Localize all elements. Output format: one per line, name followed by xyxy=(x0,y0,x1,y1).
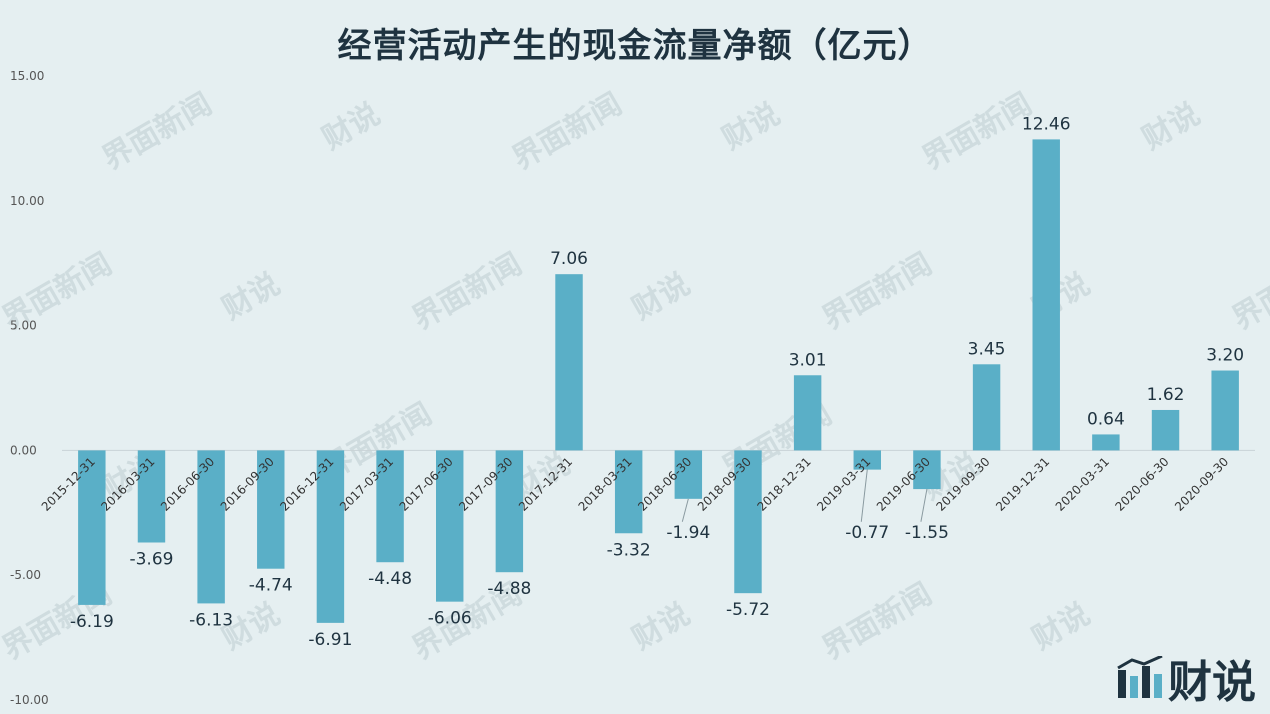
data-label: -3.32 xyxy=(607,540,651,560)
bar xyxy=(555,274,583,451)
bar xyxy=(137,450,166,543)
logo-text: 财说 xyxy=(1168,657,1256,708)
x-tick-label: 2020-09-30 xyxy=(1172,455,1231,514)
watermark-text: 财说 xyxy=(317,97,386,157)
y-tick-label: 0.00 xyxy=(10,443,37,457)
bar xyxy=(734,450,762,594)
watermark-text: 界面新闻 xyxy=(917,87,1038,177)
watermark-text: 财说 xyxy=(627,267,696,327)
bar-chart-logo-icon xyxy=(1117,656,1163,698)
data-label: 1.62 xyxy=(1147,385,1185,405)
data-label: 3.20 xyxy=(1206,346,1244,366)
bar xyxy=(1151,409,1180,451)
watermark-text: 财说 xyxy=(717,97,786,157)
data-label: -4.48 xyxy=(368,569,412,589)
bar xyxy=(614,450,643,534)
y-axis: 15.00 10.00 5.00 0.00 -5.00 -10.00 xyxy=(10,69,49,707)
bar xyxy=(1092,434,1120,451)
watermark-text: 界面新闻 xyxy=(97,87,218,177)
data-label: -4.74 xyxy=(249,576,293,596)
data-label: 0.64 xyxy=(1087,409,1125,429)
bar xyxy=(793,375,822,451)
x-tick-label: 2020-03-31 xyxy=(1053,455,1112,514)
watermark-text: 界面新闻 xyxy=(817,577,938,667)
bar xyxy=(674,450,703,499)
bar xyxy=(1032,139,1060,451)
data-label: -6.19 xyxy=(70,612,114,632)
y-tick-label: 5.00 xyxy=(10,319,37,333)
data-label: -5.72 xyxy=(726,600,770,620)
bar xyxy=(78,450,106,605)
data-labels-group: -6.19 -3.69 -6.13 -4.74 -6.91 -4.48 -6.06 -4.88… xyxy=(70,114,1244,649)
data-label: -6.13 xyxy=(189,610,233,630)
bar xyxy=(495,450,524,573)
x-tick-label: 2019-03-31 xyxy=(814,455,873,514)
y-tick-label: 10.00 xyxy=(10,194,44,208)
data-label: -6.91 xyxy=(308,630,352,650)
leader-line xyxy=(920,488,928,522)
data-label: 3.45 xyxy=(968,339,1006,359)
bar xyxy=(197,450,225,604)
bar xyxy=(853,450,881,470)
bar xyxy=(972,364,1001,451)
data-label: -4.88 xyxy=(487,579,531,599)
bar xyxy=(913,450,941,490)
data-label: -0.77 xyxy=(845,523,889,543)
data-label: -1.94 xyxy=(666,523,710,543)
y-tick-label: 15.00 xyxy=(10,69,44,83)
brand-logo: 财说 xyxy=(1116,650,1256,708)
bar xyxy=(376,450,404,563)
x-tick-label: 2019-12-31 xyxy=(993,455,1052,514)
data-label: 3.01 xyxy=(789,350,827,370)
y-tick-label: -10.00 xyxy=(10,693,49,707)
data-label: 12.46 xyxy=(1022,114,1071,134)
leader-line xyxy=(681,498,689,522)
data-label: -6.06 xyxy=(428,609,472,629)
watermark-text: 财说 xyxy=(627,597,696,657)
watermark-text: 财说 xyxy=(1027,597,1096,657)
watermark-text: 界面新闻 xyxy=(817,247,938,337)
watermark-text: 界面新闻 xyxy=(1227,247,1270,337)
bar xyxy=(1211,370,1239,451)
bar xyxy=(257,450,285,569)
bar xyxy=(316,450,345,623)
watermark-text: 财说 xyxy=(217,267,286,327)
chart-title: 经营活动产生的现金流量净额（亿元） xyxy=(337,26,933,66)
watermark-text: 界面新闻 xyxy=(407,247,528,337)
bar xyxy=(436,450,464,602)
watermark-text: 界面新闻 xyxy=(507,87,628,177)
data-label: 7.06 xyxy=(550,249,588,269)
y-tick-label: -5.00 xyxy=(10,568,41,582)
data-label: -3.69 xyxy=(129,550,173,570)
bars-group xyxy=(78,139,1239,623)
leader-line xyxy=(860,469,868,522)
data-label: -1.55 xyxy=(905,523,949,543)
x-tick-label: 2020-06-30 xyxy=(1112,455,1171,514)
watermark-text: 财说 xyxy=(1137,97,1206,157)
